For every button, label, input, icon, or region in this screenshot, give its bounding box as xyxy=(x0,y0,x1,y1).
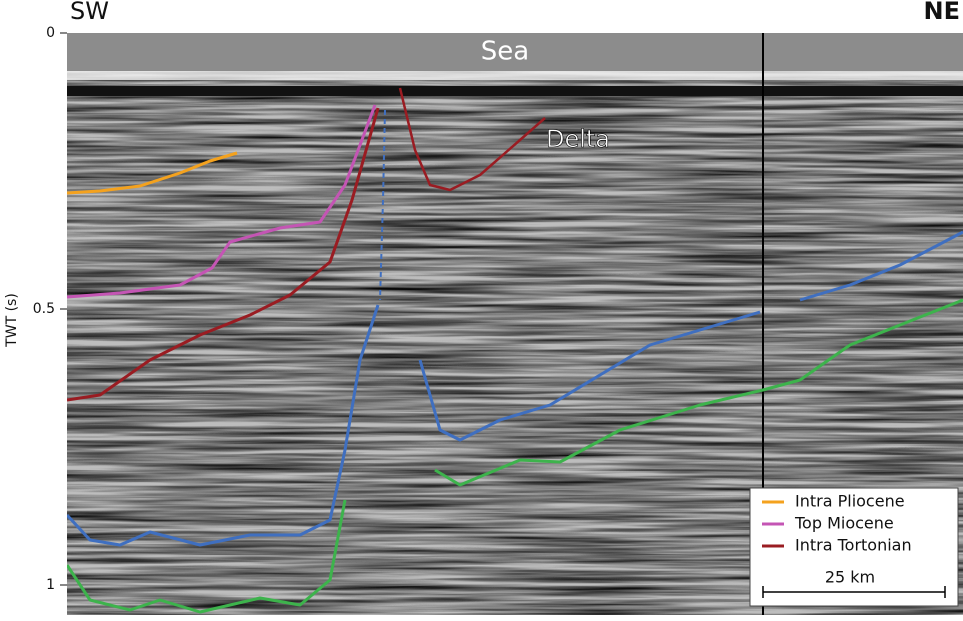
legend-label: Intra Pliocene xyxy=(795,492,905,511)
y-tick-label: 1 xyxy=(46,577,55,593)
sea-band xyxy=(67,33,963,71)
y-axis: 00.51 xyxy=(33,25,67,593)
delta-label: Delta xyxy=(546,125,610,153)
ne-label: NE xyxy=(924,0,960,25)
scale-bar-label: 25 km xyxy=(825,568,875,587)
y-tick-label: 0 xyxy=(46,25,55,41)
sea-label: Sea xyxy=(481,37,529,67)
legend-label: Top Miocene xyxy=(794,514,894,533)
y-tick-label: 0.5 xyxy=(33,301,55,317)
seismic-section xyxy=(67,33,963,615)
axis-title: TWT (s) xyxy=(4,293,20,348)
horizons xyxy=(67,87,963,614)
legend: Intra Pliocene Top Miocene Intra Tortonian… xyxy=(749,487,959,607)
legend-label: Intra Tortonian xyxy=(795,536,912,555)
sw-label: SW xyxy=(70,0,109,25)
